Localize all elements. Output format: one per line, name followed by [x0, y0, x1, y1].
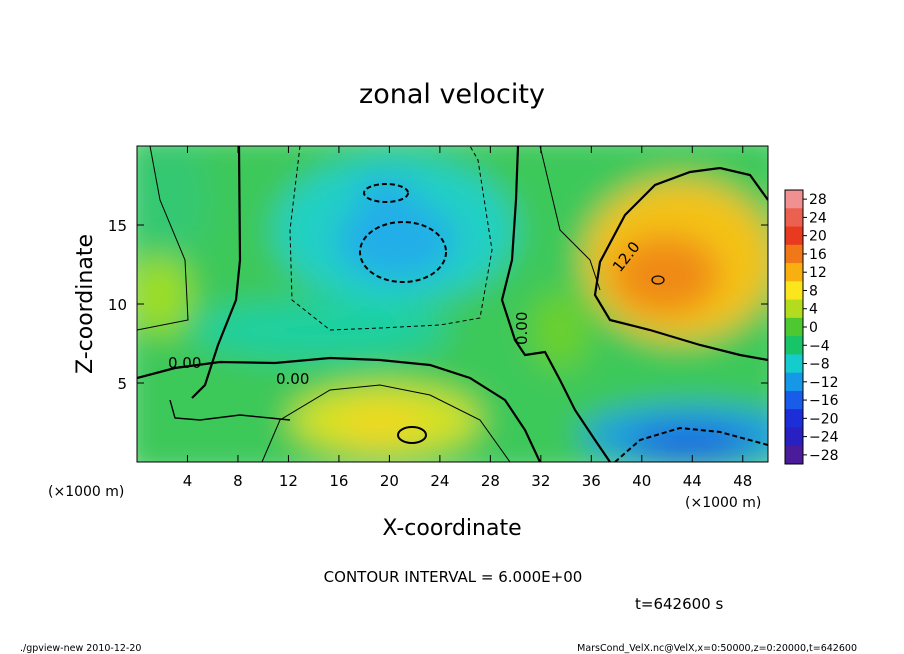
colorbar-swatch	[785, 226, 803, 246]
colorbar-tick-label: 0	[809, 320, 818, 336]
colorbar-tick-label: 8	[809, 283, 818, 299]
colorbar-tick-label: 16	[809, 247, 827, 263]
colorbar-swatch	[785, 208, 803, 228]
colorbar-tick-label: 12	[809, 265, 827, 281]
x-axis-label: X-coordinate	[382, 516, 521, 541]
x-tick-label: 44	[683, 472, 702, 490]
plot-area	[137, 146, 768, 462]
footer-left: ./gpview-new 2010-12-20	[20, 643, 141, 654]
colorbar-swatch	[785, 190, 803, 209]
colorbar-tick-label: −24	[809, 430, 839, 446]
x-tick-label: 48	[733, 472, 752, 490]
x-axis: 4 8 12 16 20 24 28 32 36 40 44 48	[183, 146, 752, 490]
footer-right: MarsCond_VelX.nc@VelX,x=0:50000,z=0:2000…	[577, 643, 857, 654]
x-tick-label: 4	[183, 472, 193, 490]
colorbar-swatch	[785, 409, 803, 428]
colorbar-tick-label: −12	[809, 375, 839, 391]
contour-label: 0.00	[513, 312, 531, 345]
colorbar-tick-label: −20	[809, 411, 839, 427]
x-tick-label: 36	[582, 472, 601, 490]
colorbar-swatch	[785, 281, 803, 301]
colorbar-tick-label: 4	[809, 302, 818, 318]
colorbar-swatch	[785, 317, 803, 337]
colorbar-swatch	[785, 427, 803, 447]
colorbar-swatch	[785, 336, 803, 355]
colorbar-swatch	[785, 445, 803, 465]
x-tick-label: 24	[430, 472, 449, 490]
time-label: t=642600 s	[635, 595, 723, 613]
y-tick-label: 5	[117, 375, 127, 393]
x-unit-label: (×1000 m)	[48, 484, 124, 500]
colorbar-swatch	[785, 354, 803, 374]
colorbar-tick-label: −28	[809, 448, 839, 464]
contour-label: 0.00	[276, 370, 309, 388]
colorbar-tick-label: −8	[809, 357, 830, 373]
y-unit-label: (×1000 m)	[685, 495, 761, 511]
chart-title: zonal velocity	[359, 79, 545, 110]
contour-interval: CONTOUR INTERVAL = 6.000E+00	[324, 568, 583, 586]
colorbar-tick-label: 20	[809, 229, 827, 245]
y-axis: 5 10 15	[108, 217, 768, 393]
x-tick-label: 16	[329, 472, 348, 490]
y-tick-label: 15	[108, 217, 127, 235]
contour-lines	[137, 146, 768, 462]
colorbar-swatch	[785, 372, 803, 392]
colorbar: 28 24 20 16 12 8 4 0 −4 −8 −12 −16 −20 −24 −28	[784, 189, 839, 465]
y-axis-label: Z-coordinate	[73, 234, 98, 374]
x-tick-label: 40	[632, 472, 651, 490]
colorbar-tick-label: −16	[809, 393, 839, 409]
colorbar-tick-label: −4	[809, 338, 830, 354]
colorbar-swatch	[785, 390, 803, 410]
x-tick-label: 32	[531, 472, 550, 490]
x-tick-label: 8	[233, 472, 243, 490]
x-tick-label: 28	[481, 472, 500, 490]
colorbar-tick-label: 28	[809, 192, 827, 208]
colorbar-swatch	[785, 263, 803, 282]
y-tick-label: 10	[108, 296, 127, 314]
colorbar-swatch	[785, 244, 803, 264]
contour-label: 0.00	[168, 354, 201, 372]
x-tick-label: 20	[380, 472, 399, 490]
colorbar-swatch	[785, 299, 803, 319]
colorbar-tick-label: 24	[809, 210, 827, 226]
x-tick-label: 12	[279, 472, 298, 490]
